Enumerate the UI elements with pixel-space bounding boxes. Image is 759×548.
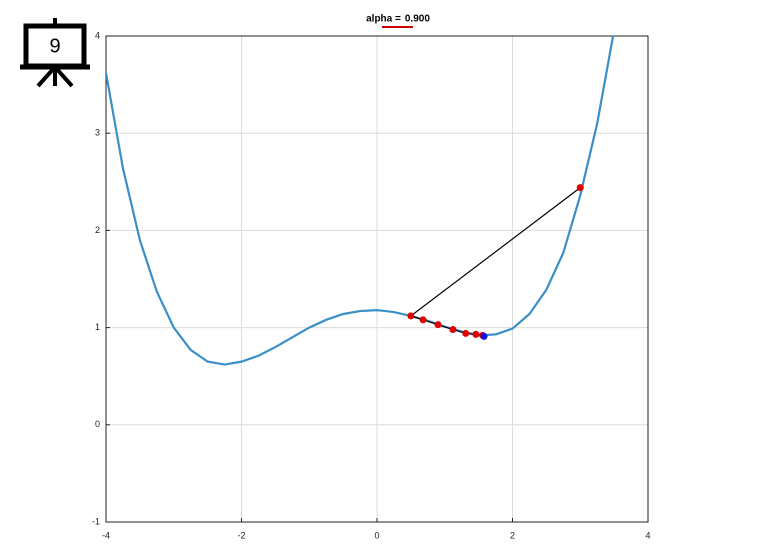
slide-icon: 9	[20, 18, 90, 88]
x-tick-label: -4	[102, 530, 110, 540]
x-tick-label: -2	[237, 530, 245, 540]
badge-number: 9	[49, 35, 60, 57]
descent-path	[409, 187, 581, 336]
y-tick-label: 4	[95, 30, 100, 40]
point	[419, 316, 427, 324]
chart-title: alpha =	[366, 14, 401, 25]
point	[462, 329, 470, 337]
x-tick-label: 2	[510, 530, 515, 540]
alpha-value: 0.900	[405, 14, 430, 25]
point	[472, 330, 480, 338]
y-tick-label: 3	[95, 128, 100, 138]
x-tick-label: 4	[645, 530, 650, 540]
curve	[106, 36, 615, 366]
point	[434, 321, 442, 329]
x-tick-label: 0	[374, 530, 379, 540]
y-tick-label: 2	[95, 225, 100, 235]
series-group	[106, 36, 615, 366]
y-tick-label: -1	[92, 516, 100, 526]
y-tick-label: 1	[95, 322, 100, 332]
y-tick-label: 0	[95, 419, 100, 429]
point	[449, 326, 457, 334]
point	[576, 184, 584, 192]
point	[407, 312, 415, 320]
point	[480, 332, 488, 340]
